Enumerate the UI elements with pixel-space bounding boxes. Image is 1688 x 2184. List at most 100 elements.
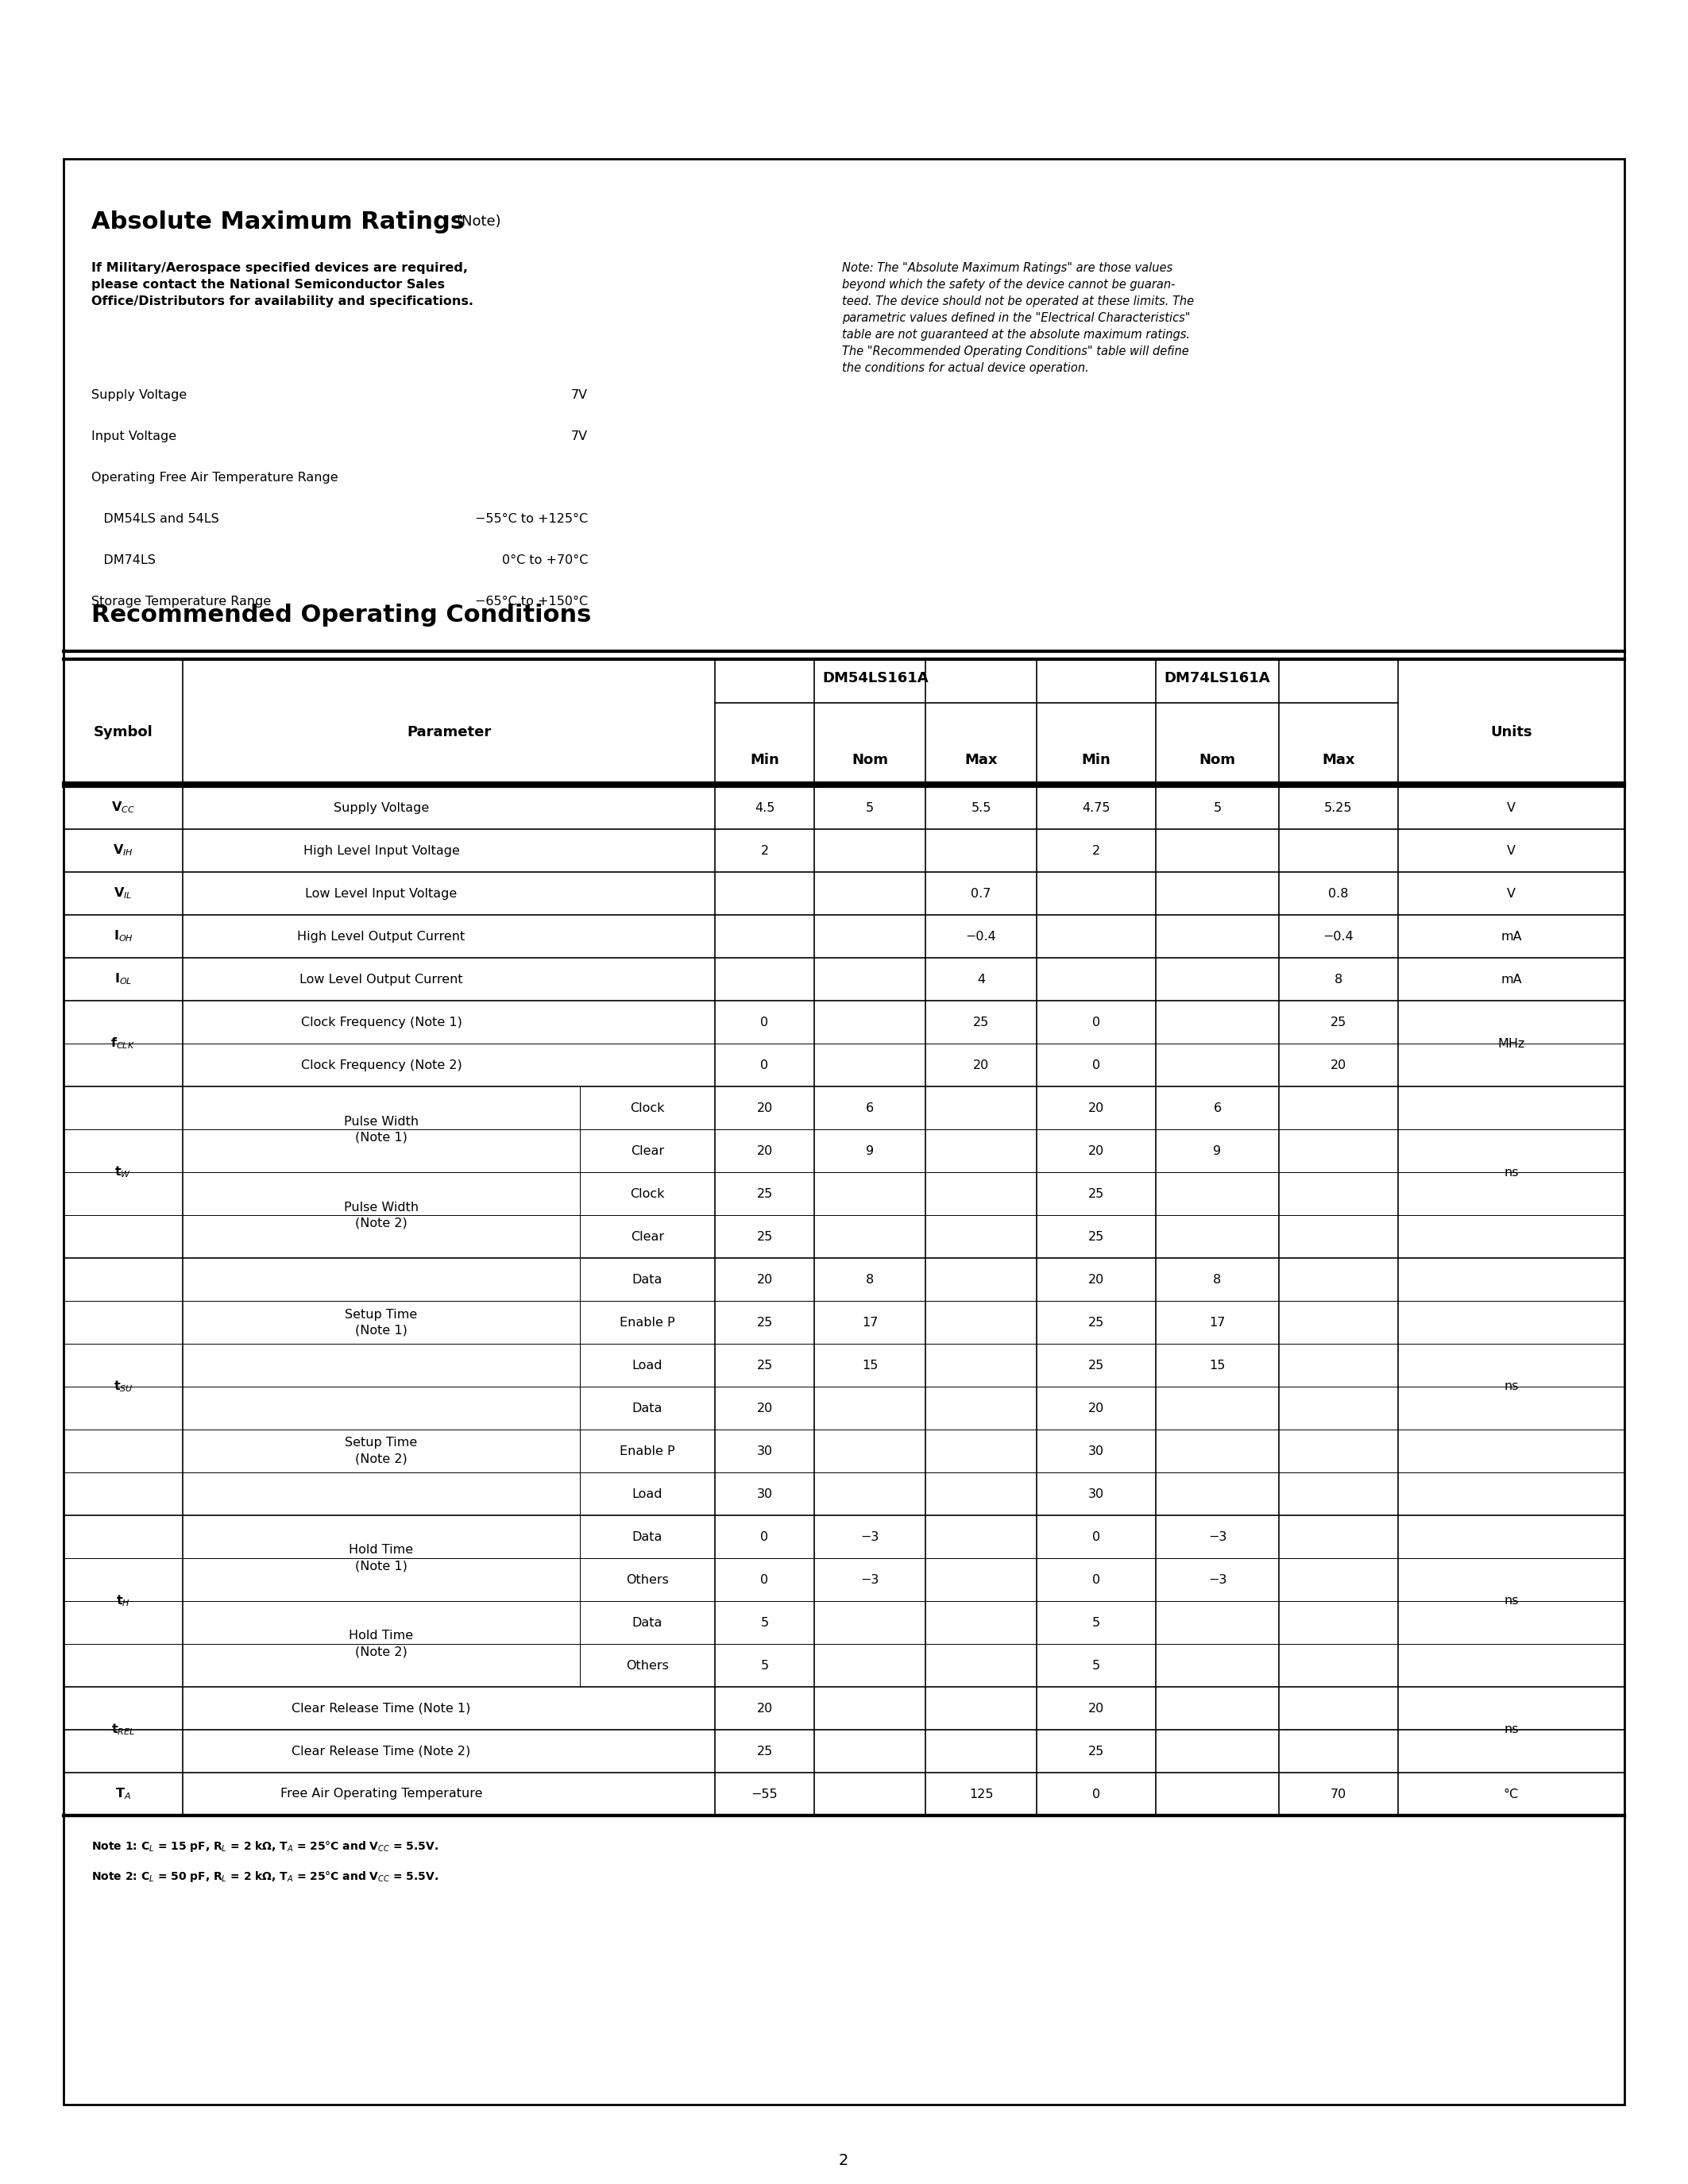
Text: 20: 20 bbox=[756, 1402, 773, 1413]
Text: 20: 20 bbox=[1089, 1402, 1104, 1413]
Text: 25: 25 bbox=[1089, 1188, 1104, 1199]
Text: 8: 8 bbox=[1335, 974, 1342, 985]
Text: t$_W$: t$_W$ bbox=[115, 1164, 132, 1179]
Text: Storage Temperature Range: Storage Temperature Range bbox=[91, 596, 272, 607]
Text: High Level Input Voltage: High Level Input Voltage bbox=[304, 845, 459, 856]
Text: Data: Data bbox=[631, 1402, 663, 1413]
Text: 6: 6 bbox=[866, 1103, 874, 1114]
Text: 5.5: 5.5 bbox=[971, 802, 991, 815]
Text: −65°C to +150°C: −65°C to +150°C bbox=[474, 596, 587, 607]
Text: Absolute Maximum Ratings: Absolute Maximum Ratings bbox=[91, 210, 464, 234]
Text: (Note 2): (Note 2) bbox=[354, 1452, 407, 1465]
Text: Free Air Operating Temperature: Free Air Operating Temperature bbox=[280, 1789, 483, 1800]
Text: mA: mA bbox=[1501, 930, 1523, 941]
Text: Data: Data bbox=[631, 1616, 663, 1629]
Text: 30: 30 bbox=[756, 1487, 773, 1500]
Text: 4.75: 4.75 bbox=[1082, 802, 1111, 815]
Text: Clock: Clock bbox=[630, 1188, 665, 1199]
Text: 0.8: 0.8 bbox=[1328, 887, 1349, 900]
Text: ns: ns bbox=[1504, 1380, 1519, 1393]
Text: Clear Release Time (Note 1): Clear Release Time (Note 1) bbox=[292, 1701, 471, 1714]
Text: 25: 25 bbox=[1330, 1016, 1347, 1029]
Text: 0: 0 bbox=[1092, 1575, 1101, 1586]
Text: −3: −3 bbox=[861, 1531, 879, 1542]
Text: ns: ns bbox=[1504, 1723, 1519, 1736]
Text: 7V: 7V bbox=[571, 389, 587, 402]
Text: t$_{SU}$: t$_{SU}$ bbox=[113, 1380, 133, 1393]
Text: 0: 0 bbox=[1092, 1789, 1101, 1800]
Text: ns: ns bbox=[1504, 1594, 1519, 1607]
Text: Enable P: Enable P bbox=[619, 1317, 675, 1328]
Text: 5: 5 bbox=[1092, 1660, 1101, 1671]
Text: High Level Output Current: High Level Output Current bbox=[297, 930, 466, 941]
Text: −3: −3 bbox=[861, 1575, 879, 1586]
Text: 20: 20 bbox=[1089, 1273, 1104, 1286]
Text: Parameter: Parameter bbox=[407, 725, 491, 740]
Text: Low Level Input Voltage: Low Level Input Voltage bbox=[306, 887, 457, 900]
Text: −55: −55 bbox=[751, 1789, 778, 1800]
Text: DM74LS161A: DM74LS161A bbox=[1165, 670, 1271, 686]
Text: −3: −3 bbox=[1209, 1531, 1227, 1542]
Text: 0: 0 bbox=[1092, 1016, 1101, 1029]
Text: Clear: Clear bbox=[631, 1144, 663, 1158]
Text: 30: 30 bbox=[1089, 1487, 1104, 1500]
Text: °C: °C bbox=[1504, 1789, 1519, 1800]
Text: 9: 9 bbox=[1214, 1144, 1222, 1158]
Text: MHz: MHz bbox=[1497, 1037, 1524, 1051]
Text: 17: 17 bbox=[1209, 1317, 1225, 1328]
Text: 30: 30 bbox=[756, 1446, 773, 1457]
Text: Setup Time: Setup Time bbox=[344, 1437, 417, 1448]
Text: Clear: Clear bbox=[631, 1230, 663, 1243]
Text: 0: 0 bbox=[761, 1059, 768, 1070]
Text: Note 2: C$_L$ = 50 pF, R$_L$ = 2 kΩ, T$_A$ = 25°C and V$_{CC}$ = 5.5V.: Note 2: C$_L$ = 50 pF, R$_L$ = 2 kΩ, T$_… bbox=[91, 1870, 439, 1885]
Text: 25: 25 bbox=[972, 1016, 989, 1029]
Text: 2: 2 bbox=[839, 2153, 849, 2169]
Text: mA: mA bbox=[1501, 974, 1523, 985]
Text: I$_{OH}$: I$_{OH}$ bbox=[113, 928, 133, 943]
Text: 15: 15 bbox=[1209, 1358, 1225, 1372]
Text: (Note 2): (Note 2) bbox=[354, 1647, 407, 1658]
Text: DM54LS and 54LS: DM54LS and 54LS bbox=[91, 513, 219, 524]
Text: Note: The "Absolute Maximum Ratings" are those values
beyond which the safety of: Note: The "Absolute Maximum Ratings" are… bbox=[842, 262, 1193, 373]
Text: Low Level Output Current: Low Level Output Current bbox=[300, 974, 463, 985]
Text: Supply Voltage: Supply Voltage bbox=[91, 389, 187, 402]
Text: (Note 1): (Note 1) bbox=[354, 1324, 407, 1337]
Text: 0: 0 bbox=[761, 1575, 768, 1586]
Text: Min: Min bbox=[1082, 753, 1111, 767]
Text: Recommended Operating Conditions: Recommended Operating Conditions bbox=[91, 603, 591, 627]
Text: Supply Voltage: Supply Voltage bbox=[334, 802, 429, 815]
Text: Max: Max bbox=[964, 753, 998, 767]
Text: 20: 20 bbox=[756, 1701, 773, 1714]
Text: 8: 8 bbox=[866, 1273, 874, 1286]
Text: (Note 1): (Note 1) bbox=[354, 1559, 407, 1572]
Text: 7V: 7V bbox=[571, 430, 587, 443]
Text: 17: 17 bbox=[863, 1317, 878, 1328]
Text: 20: 20 bbox=[1089, 1701, 1104, 1714]
Text: V: V bbox=[1507, 845, 1516, 856]
Text: Units: Units bbox=[1491, 725, 1533, 740]
Text: Clock Frequency (Note 2): Clock Frequency (Note 2) bbox=[300, 1059, 463, 1070]
Text: DM74LS: DM74LS bbox=[91, 555, 155, 566]
Text: 4.5: 4.5 bbox=[755, 802, 775, 815]
Text: V: V bbox=[1507, 802, 1516, 815]
Text: 9: 9 bbox=[866, 1144, 874, 1158]
Text: 0: 0 bbox=[1092, 1531, 1101, 1542]
Text: I$_{OL}$: I$_{OL}$ bbox=[115, 972, 132, 987]
Text: 2: 2 bbox=[1092, 845, 1101, 856]
Text: T$_A$: T$_A$ bbox=[115, 1787, 132, 1802]
Text: Clear Release Time (Note 2): Clear Release Time (Note 2) bbox=[292, 1745, 471, 1758]
Text: ns: ns bbox=[1504, 1166, 1519, 1177]
Text: V$_{CC}$: V$_{CC}$ bbox=[111, 799, 135, 815]
Text: Input Voltage: Input Voltage bbox=[91, 430, 177, 443]
Text: Max: Max bbox=[1322, 753, 1355, 767]
Text: 25: 25 bbox=[1089, 1358, 1104, 1372]
Text: 25: 25 bbox=[756, 1317, 773, 1328]
Text: Load: Load bbox=[631, 1487, 663, 1500]
Text: 20: 20 bbox=[1330, 1059, 1347, 1070]
Text: 20: 20 bbox=[1089, 1103, 1104, 1114]
Text: 0: 0 bbox=[1092, 1059, 1101, 1070]
Text: 20: 20 bbox=[756, 1103, 773, 1114]
Text: 6: 6 bbox=[1214, 1103, 1222, 1114]
Text: Hold Time: Hold Time bbox=[349, 1544, 414, 1557]
Text: (Note 2): (Note 2) bbox=[354, 1216, 407, 1230]
